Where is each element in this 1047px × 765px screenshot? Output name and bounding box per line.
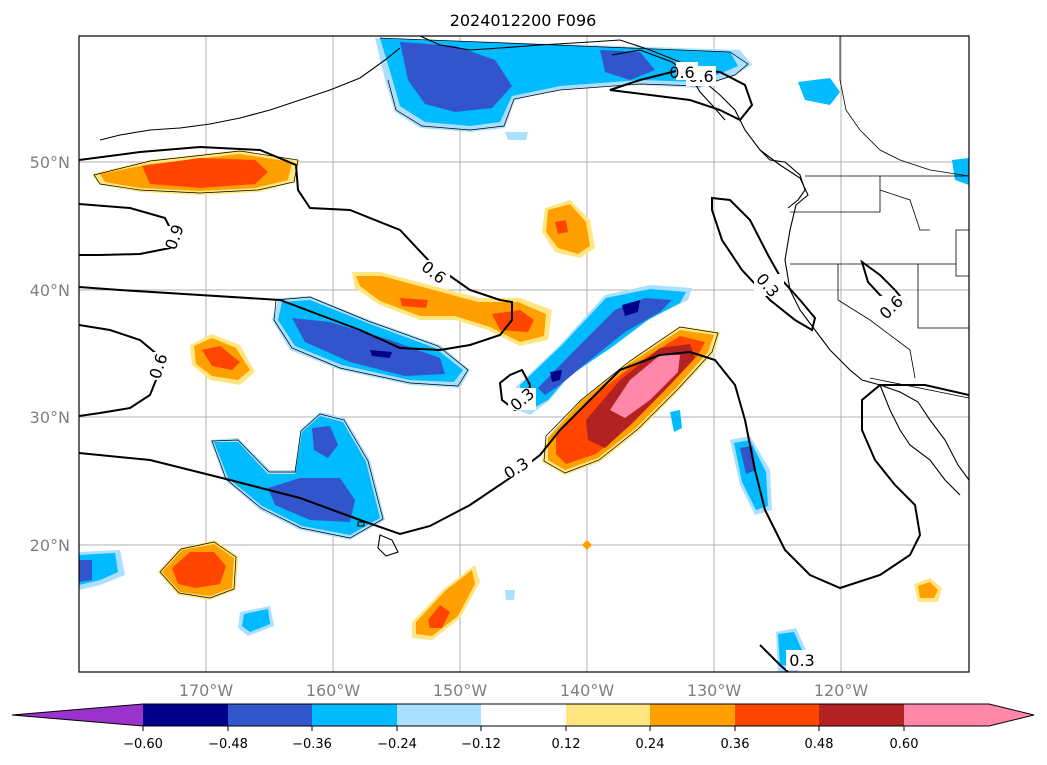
colorbar-tick-labels: −0.60 −0.48 −0.36 −0.24 −0.12 0.12 0.24 … [123,737,918,752]
lat-label: 30°N [30,408,70,427]
colorbar-tick-label: 0.48 [805,737,834,752]
latitude-labels: 50°N 40°N 30°N 20°N [30,153,70,555]
longitude-labels: 170°W 160°W 150°W 140°W 130°W 120°W [179,681,869,700]
colorbar-bin [735,704,819,726]
colorbar-tick-label: 0.12 [552,737,581,752]
colorbar-tick-label: 0.24 [636,737,665,752]
figure-title: 2024012200 F096 [450,11,597,30]
fill-outlines [93,37,749,599]
lat-label: 20°N [30,536,70,555]
lon-label: 130°W [687,681,742,700]
colorbar-tick-label: −0.60 [123,737,163,752]
political-borders [790,36,969,399]
colorbar-bin [397,704,481,726]
lon-label: 140°W [560,681,615,700]
colorbar-tick-label: −0.36 [292,737,332,752]
lon-label: 160°W [306,681,361,700]
lon-label: 150°W [433,681,488,700]
lon-label: 170°W [179,681,234,700]
contour-labels: 0.9 0.6 0.6 0.3 0.3 0.6 0.3 0.6 0.3 0.6 [145,62,907,670]
colorbar-bin [312,704,397,726]
colorbar-tick-label: −0.48 [208,737,248,752]
colorbar-extend-right [904,704,1034,726]
contour-label: 0.3 [789,651,814,670]
colorbar-extend-left [12,704,143,726]
map-frame [78,35,970,673]
colorbar-ticks [142,726,905,731]
colorbar-tick-label: 0.60 [890,737,919,752]
colorbar-bin [566,704,650,726]
colorbar-bin [481,704,566,726]
colorbar-bin [143,704,228,726]
negative-anomaly-fill [79,38,969,672]
positive-anomaly-fill [92,150,942,640]
map-panel: 0.9 0.6 0.6 0.3 0.3 0.6 0.3 0.6 0.3 0.6 [79,36,969,672]
contour-label: 0.6 [669,63,694,82]
colorbar-bin [228,704,312,726]
colorbar-bin [650,704,735,726]
colorbar-tick-label: −0.24 [377,737,417,752]
lon-label: 120°W [814,681,869,700]
lat-label: 40°N [30,281,70,300]
lat-label: 50°N [30,153,70,172]
colorbar-tick-label: 0.36 [721,737,750,752]
colorbar-bin [819,704,904,726]
colorbar-tick-label: −0.12 [461,737,501,752]
colorbar: −0.60 −0.48 −0.36 −0.24 −0.12 0.12 0.24 … [11,703,1035,752]
